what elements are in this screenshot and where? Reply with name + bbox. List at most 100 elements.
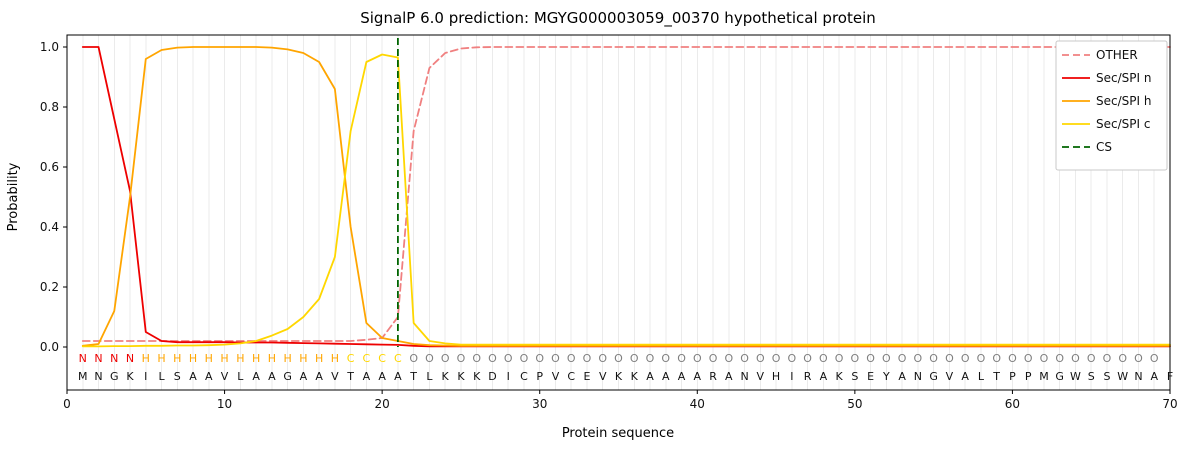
sequence-letter: K <box>442 370 450 383</box>
sequence-letter: G <box>110 370 119 383</box>
sequence-letter: V <box>221 370 229 383</box>
legend-label: Sec/SPI h <box>1096 94 1151 108</box>
sequence-letter: M <box>78 370 88 383</box>
axis-frame <box>66 34 1171 391</box>
region-label: O <box>835 352 844 365</box>
y-tick-label: 0.2 <box>40 280 59 294</box>
sequence-letter: N <box>740 370 748 383</box>
region-label: N <box>126 352 134 365</box>
legend: OTHER Sec/SPI n Sec/SPI h Sec/SPI c CS <box>1055 40 1168 171</box>
region-label: O <box>583 352 592 365</box>
sequence-letter: I <box>790 370 793 383</box>
region-label: O <box>520 352 529 365</box>
series-line <box>81 53 1171 348</box>
region-label: H <box>252 352 260 365</box>
region-label: H <box>283 352 291 365</box>
region-label: H <box>189 352 197 365</box>
sequence-letter: V <box>599 370 607 383</box>
gridlines <box>82 35 1171 390</box>
sequence-letter: A <box>363 370 371 383</box>
region-label: H <box>315 352 323 365</box>
sequence-letter: A <box>898 370 906 383</box>
region-label: O <box>992 352 1001 365</box>
sequence-letter: V <box>552 370 560 383</box>
y-tick-label: 0.4 <box>40 220 59 234</box>
region-label: O <box>535 352 544 365</box>
region-label: O <box>1103 352 1112 365</box>
x-tick-label: 10 <box>217 397 232 411</box>
x-tick-label: 0 <box>63 397 71 411</box>
sequence-letter: K <box>473 370 481 383</box>
sequence-letter: V <box>946 370 954 383</box>
sequence-letter: W <box>1117 370 1128 383</box>
region-label: O <box>677 352 686 365</box>
region-label: O <box>457 352 466 365</box>
legend-label: Sec/SPI c <box>1096 117 1150 131</box>
region-label: O <box>1055 352 1064 365</box>
region-label: C <box>363 352 371 365</box>
sequence-letter: V <box>757 370 765 383</box>
sequence-letter: C <box>520 370 528 383</box>
y-axis-label: Probability <box>6 162 21 231</box>
sequence-letter: A <box>252 370 260 383</box>
sequence-letter: A <box>205 370 213 383</box>
sequence-letter: A <box>678 370 686 383</box>
region-label: O <box>740 352 749 365</box>
sequence-letter: L <box>237 370 244 383</box>
region-label: O <box>1150 352 1159 365</box>
sequence-letter: G <box>283 370 292 383</box>
sequence-letter: T <box>409 370 417 383</box>
sequence-letter: M <box>1039 370 1049 383</box>
sequence-letter: A <box>315 370 323 383</box>
sequence-letter: W <box>1070 370 1081 383</box>
y-tick-label: 1.0 <box>40 40 59 54</box>
x-axis-label: Protein sequence <box>562 426 674 441</box>
legend-label: CS <box>1096 140 1112 154</box>
sequence-letter: Y <box>882 370 890 383</box>
sequence-letter: S <box>1088 370 1095 383</box>
region-label: O <box>567 352 576 365</box>
sequence-letter: T <box>992 370 1000 383</box>
series-line <box>81 46 1171 342</box>
sequence-letter: E <box>867 370 874 383</box>
region-label: N <box>79 352 87 365</box>
plot-border <box>66 34 1171 391</box>
x-tick-label: 30 <box>532 397 547 411</box>
region-label: O <box>1134 352 1143 365</box>
region-label: O <box>614 352 623 365</box>
region-label: C <box>394 352 402 365</box>
sequence-letter: V <box>331 370 339 383</box>
sequence-letter: H <box>772 370 780 383</box>
series-line <box>81 46 1171 347</box>
x-tick-label: 40 <box>690 397 705 411</box>
region-label: O <box>898 352 907 365</box>
region-label: H <box>299 352 307 365</box>
sequence-letter: S <box>851 370 858 383</box>
region-label: O <box>441 352 450 365</box>
region-label: O <box>756 352 765 365</box>
sequence-letter: R <box>709 370 717 383</box>
sequence-letter: A <box>189 370 197 383</box>
sequence-letter: K <box>835 370 843 383</box>
region-label: O <box>977 352 986 365</box>
sequence-letter: L <box>158 370 165 383</box>
sequence-letter: N <box>94 370 102 383</box>
sequence-letter: K <box>615 370 623 383</box>
region-label: O <box>630 352 639 365</box>
x-tick-label: 50 <box>847 397 862 411</box>
sequence-letter: A <box>725 370 733 383</box>
sequence-letter: K <box>457 370 465 383</box>
region-label: O <box>851 352 860 365</box>
sequence-letter: S <box>174 370 181 383</box>
sequence-letter: P <box>1009 370 1016 383</box>
y-tick-label: 0.0 <box>40 340 59 354</box>
region-label: O <box>803 352 812 365</box>
region-label: H <box>268 352 276 365</box>
region-label: O <box>787 352 796 365</box>
region-label: O <box>425 352 434 365</box>
region-label: O <box>1040 352 1049 365</box>
x-tick-label: 20 <box>375 397 390 411</box>
region-label: C <box>347 352 355 365</box>
